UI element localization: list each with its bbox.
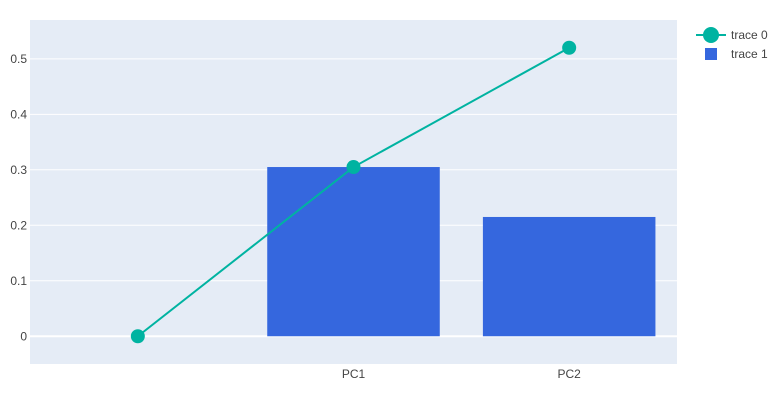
- y-tick-label: 0.1: [10, 274, 27, 288]
- x-axis-ticks: PC1 PC2: [342, 367, 581, 381]
- bar-series: [267, 167, 656, 337]
- bar[interactable]: [267, 167, 440, 337]
- y-axis-ticks: 0 0.1 0.2 0.3 0.4 0.5: [10, 52, 27, 343]
- data-point[interactable]: [562, 40, 577, 55]
- y-tick-label: 0: [20, 329, 27, 343]
- legend-item-trace-0[interactable]: trace 0: [696, 27, 768, 43]
- legend-marker-swatch: [703, 27, 719, 43]
- x-tick-label: PC1: [342, 367, 366, 381]
- data-point[interactable]: [346, 160, 361, 175]
- y-tick-label: 0.3: [10, 163, 27, 177]
- data-point[interactable]: [130, 329, 145, 344]
- y-tick-label: 0.4: [10, 107, 27, 121]
- legend: trace 0 trace 1: [696, 27, 768, 61]
- legend-bar-swatch: [705, 48, 717, 60]
- legend-label-trace-0: trace 0: [731, 28, 768, 42]
- bar[interactable]: [482, 216, 656, 337]
- x-tick-label: PC2: [557, 367, 581, 381]
- legend-item-trace-1[interactable]: trace 1: [705, 47, 768, 61]
- y-tick-label: 0.2: [10, 218, 27, 232]
- legend-label-trace-1: trace 1: [731, 47, 768, 61]
- line-series: [130, 40, 577, 344]
- y-tick-label: 0.5: [10, 52, 27, 66]
